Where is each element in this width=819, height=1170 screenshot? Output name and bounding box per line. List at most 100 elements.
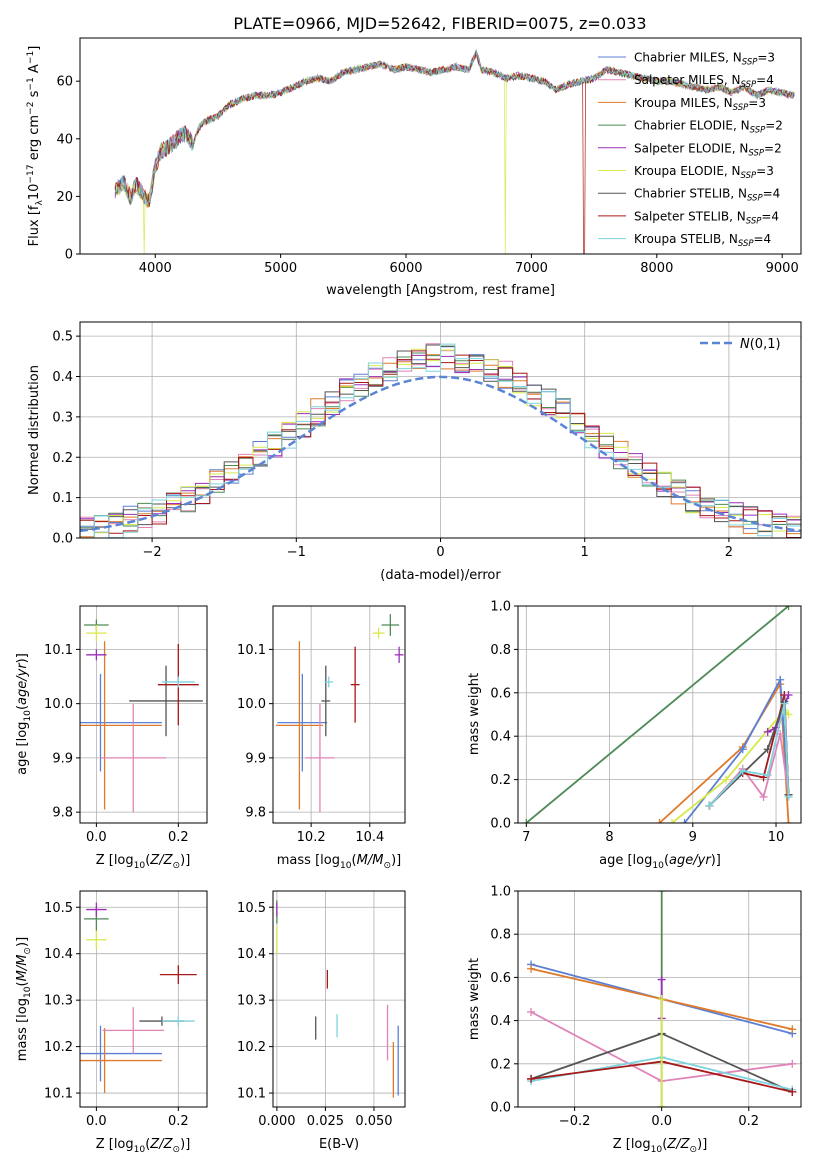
y-tick-label: 10.5	[44, 901, 73, 916]
label-span: λ	[35, 200, 45, 206]
y-tick-label: 0	[65, 248, 73, 263]
y-tick-label: 0.1	[52, 491, 73, 506]
y-tick-label: 9.9	[52, 751, 73, 766]
label-span: mass weight	[467, 958, 482, 1040]
y-tick-label: 10.3	[237, 994, 266, 1009]
legend-entry: Kroupa STELIB, NSSP=4	[634, 232, 771, 249]
y-tick-label: 10.1	[44, 1087, 73, 1102]
errorbar-salpeter-miles	[100, 703, 167, 813]
errorbar-salpeter-stelib	[350, 646, 360, 723]
data-point	[784, 819, 793, 823]
y-tick-label: 10.1	[237, 1087, 266, 1102]
legend-sub: SSP	[741, 80, 757, 90]
age-vs-Z-axes: 0.0 0.29.89.910.010.1Z [log10(Z/Z⊙)]age […	[15, 605, 208, 871]
label-span: 10	[340, 861, 352, 871]
legend-value: =4	[754, 232, 772, 246]
data-point	[657, 891, 666, 895]
errorbar-kroupa-stelib	[161, 676, 195, 688]
label-span: wavelength [Angstrom, rest frame]	[326, 283, 555, 298]
legend-sub: SSP	[741, 171, 757, 181]
series-kroupa-elodie	[657, 995, 666, 1107]
y-tick-label: 0.4	[490, 730, 511, 745]
spectrum-line-kroupa-stelib	[114, 48, 795, 207]
data-point	[738, 766, 747, 775]
label-span: Normed distribution	[27, 365, 42, 495]
errorbar-kroupa-elodie	[372, 627, 385, 639]
label-span: )]	[180, 853, 190, 868]
y-tick-label: 20	[56, 190, 73, 205]
label-span: 10	[134, 861, 146, 871]
x-axis-label: Z [log10(Z/Z⊙)]	[96, 853, 191, 871]
y-axis-label: Flux [fλ10−17 erg cm−2 s−1 A−1]	[26, 46, 45, 247]
data-point	[784, 792, 793, 801]
errorbar-chabrier-miles	[80, 1025, 162, 1082]
x-tick-label: 10	[768, 830, 785, 845]
axes-frame	[79, 890, 208, 1108]
errorbar-kroupa-stelib	[324, 676, 334, 688]
label-span: ⊙	[173, 861, 181, 871]
data-point	[680, 819, 689, 823]
x-tick-label: 0.2	[168, 830, 189, 845]
x-tick-label: 0.2	[738, 1114, 759, 1129]
label-span: A	[27, 64, 42, 77]
x-axis-label: Z [log10(Z/Z⊙)]	[613, 1137, 708, 1155]
weight-vs-Z-axes: −0.2 0.0 0.2 0.0 0.2 0.4 0.6 0.8 1.0 Z [log10(Z/Z…	[467, 885, 802, 1155]
errorbar-kroupa-miles	[275, 641, 323, 810]
axes-frame	[517, 605, 802, 824]
mass-vs-Z-axes: 0.0 0.210.110.210.310.410.5Z [log10(Z/Z⊙)…	[15, 890, 208, 1155]
age-vs-mass-plot-area	[275, 614, 404, 813]
x-tick-label: −2	[143, 545, 162, 560]
x-tick-label: 4000	[139, 261, 172, 276]
x-tick-label: 6000	[389, 261, 422, 276]
errorbar-salpeter-miles	[305, 703, 335, 813]
x-tick-label: 7000	[515, 261, 548, 276]
label-span: (	[145, 853, 150, 868]
legend-value: =3	[757, 51, 775, 65]
x-axis-label: wavelength [Angstrom, rest frame]	[326, 283, 555, 298]
x-axis-label: mass [log10(M/M⊙)]	[277, 853, 401, 871]
legend-value: =4	[761, 209, 779, 223]
label-span: )]	[15, 937, 30, 947]
x-tick-label: 9	[689, 830, 697, 845]
axes-frame	[272, 605, 406, 824]
data-point	[788, 1059, 797, 1068]
data-point	[657, 975, 666, 984]
series-line	[671, 708, 790, 823]
legend-sub: SSP	[733, 103, 749, 113]
mass-vs-ebv-axes: 0.000 0.025 0.050 10.1 10.2 10.3 10.4 10.5 E(B-V…	[237, 890, 406, 1152]
legend-entry: Chabrier STELIB, NSSP=4	[634, 187, 780, 204]
age-vs-Z-plot-area	[80, 619, 203, 813]
label-span: (	[662, 1137, 667, 1152]
label-span: mass [log	[15, 998, 30, 1061]
y-tick-label: 9.8	[245, 806, 266, 821]
y-tick-label: 10.2	[237, 1040, 266, 1055]
x-tick-label: −0.2	[559, 1114, 591, 1129]
x-tick-label: 0	[436, 545, 444, 560]
normal-curve	[80, 375, 801, 533]
legend-entry: Chabrier ELODIE, NSSP=2	[634, 119, 783, 136]
histogram-kroupa-stelib	[80, 343, 801, 538]
legend-entry: N(0,1)	[740, 337, 781, 352]
x-tick-label: 5000	[264, 261, 297, 276]
y-tick-label: 0.8	[490, 643, 511, 658]
x-tick-label: 0.050	[355, 1114, 392, 1129]
label-span: Z [log	[96, 1137, 134, 1152]
y-tick-label: 0.2	[52, 451, 73, 466]
label-span: Z/Z	[666, 1137, 690, 1152]
x-axis-label: (data-model)/error	[380, 568, 501, 583]
y-tick-label: 0.6	[490, 686, 511, 701]
y-tick-label: 1.0	[490, 600, 511, 615]
label-span: (	[15, 705, 30, 710]
legend-sub: SSP	[748, 148, 764, 158]
legend-name: Kroupa ELODIE, N	[634, 164, 741, 178]
legend-sub: SSP	[746, 216, 762, 226]
x-tick-label: 8000	[640, 261, 673, 276]
legend-name: (0,1)	[750, 337, 781, 352]
label-span: −1	[26, 51, 36, 64]
y-tick-label: 10.1	[237, 643, 266, 658]
errorbar-salpeter-stelib	[159, 965, 197, 984]
axes-frame	[79, 605, 208, 824]
errorbar-salpeter-elodie	[86, 649, 107, 661]
label-span: 10	[27, 184, 42, 201]
